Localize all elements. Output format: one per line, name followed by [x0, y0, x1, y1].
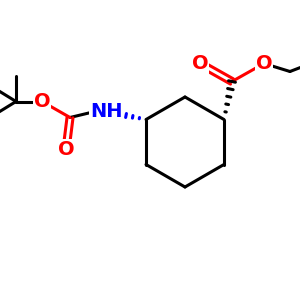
Text: O: O — [192, 54, 208, 73]
Text: NH: NH — [90, 102, 122, 121]
Text: O: O — [34, 92, 50, 111]
Text: O: O — [256, 54, 272, 73]
Text: O: O — [58, 140, 74, 159]
